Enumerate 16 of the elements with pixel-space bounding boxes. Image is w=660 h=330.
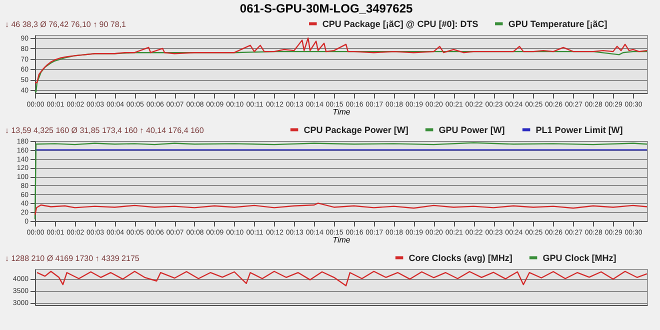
legend-label: GPU Temperature [¡ãC] — [508, 18, 608, 29]
x-axis-title: Time — [332, 108, 351, 116]
line-series — [34, 38, 648, 84]
legend-label: PL1 Power Limit [W] — [536, 124, 623, 135]
text: ↓ 1288 210 Ø 4169 1730 ↑ 4339 2175 — [5, 254, 140, 263]
legend-label: GPU Power [W] — [438, 124, 505, 135]
legend-label: GPU Clock [MHz] — [542, 252, 616, 263]
line-series — [34, 202, 648, 216]
text: ↓ 13,59 4,325 160 Ø 31,85 173,4 160 ↑ 40,14 176,4 160 — [5, 126, 204, 135]
text: ↓ 46 38,3 Ø 76,42 76,10 ↑ 90 78,1 — [5, 20, 126, 29]
line-series — [36, 270, 648, 286]
x-axis-title: Time — [332, 236, 351, 244]
legend-label: CPU Package Power [W] — [304, 124, 408, 135]
legend-label: Core Clocks (avg) [MHz] — [408, 252, 512, 263]
chart-title: 061-S-GPU-30M-LOG_3497625 — [240, 2, 413, 16]
legend-label: CPU Package [¡ãC] @ CPU [#0]: DTS — [322, 18, 478, 29]
